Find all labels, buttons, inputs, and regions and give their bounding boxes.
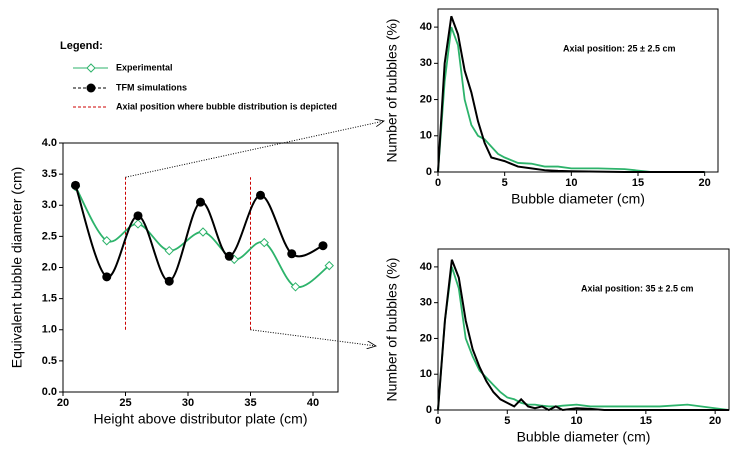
annotation: Axial position: 35 ± 2.5 cm: [581, 283, 693, 293]
marker: [259, 237, 269, 248]
annotation: Axial position: 25 ± 2.5 cm: [563, 43, 675, 53]
marker: [133, 211, 143, 221]
y-tick-label: 1.0: [42, 324, 57, 336]
y-tick-label: 2.5: [42, 230, 57, 242]
series-line: [437, 266, 730, 411]
marker: [164, 276, 174, 286]
connector-arrow: [250, 329, 377, 346]
y-tick-label: 30: [420, 57, 432, 69]
x-tick-label: 20: [699, 177, 711, 189]
x-tick-label: 30: [182, 397, 194, 409]
marker: [102, 272, 112, 282]
marker: [133, 219, 143, 229]
series-line: [437, 15, 705, 173]
marker: [318, 241, 328, 251]
y-tick-label: 40: [420, 21, 432, 33]
connector-arrow: [125, 121, 385, 178]
legend-label: Axial position where bubble distribution…: [116, 101, 337, 111]
series-line: [437, 259, 729, 412]
x-tick-label: 35: [244, 397, 256, 409]
legend-title: Legend:: [60, 40, 103, 52]
marker: [287, 249, 297, 259]
y-tick-label: 0: [426, 404, 432, 416]
x-tick-label: 0: [435, 415, 441, 427]
x-tick-label: 0: [435, 177, 441, 189]
marker: [290, 282, 301, 292]
y-axis-label: Equivalent bubble diameter (cm): [9, 167, 25, 369]
y-tick-label: 30: [420, 297, 432, 309]
marker: [164, 245, 174, 256]
x-tick-label: 20: [57, 397, 69, 409]
legend-label: Experimental: [116, 62, 173, 72]
legend-marker: [86, 63, 96, 73]
x-tick-label: 10: [570, 415, 582, 427]
y-tick-label: 20: [420, 93, 432, 105]
y-axis-label: Number of bubbles (%): [384, 19, 400, 163]
y-tick-label: 0: [426, 166, 432, 178]
y-tick-label: 20: [420, 332, 432, 344]
marker: [324, 260, 334, 271]
series-line: [74, 185, 324, 283]
x-tick-label: 15: [640, 415, 652, 427]
x-tick-label: 5: [502, 177, 508, 189]
legend-label: TFM simulations: [116, 82, 187, 92]
y-tick-label: 40: [420, 261, 432, 273]
marker: [71, 180, 80, 190]
y-axis-label: Number of bubbles (%): [384, 258, 400, 402]
marker: [256, 190, 265, 200]
x-axis-label: Bubble diameter (cm): [511, 191, 645, 207]
y-tick-label: 1.5: [42, 293, 57, 305]
x-tick-label: 5: [504, 415, 510, 427]
x-tick-label: 10: [565, 177, 577, 189]
x-axis-label: Bubble diameter (cm): [517, 429, 651, 445]
y-tick-label: 0.0: [42, 386, 57, 398]
y-tick-label: 4.0: [42, 137, 57, 149]
marker: [198, 227, 208, 237]
x-tick-label: 40: [307, 397, 319, 409]
y-tick-label: 3.5: [42, 168, 57, 180]
plot-frame: [62, 142, 339, 393]
plot-frame: [437, 8, 719, 173]
x-tick-label: 25: [119, 397, 131, 409]
legend-marker: [86, 83, 96, 93]
marker: [102, 236, 112, 246]
marker: [224, 251, 234, 261]
y-tick-label: 10: [420, 368, 432, 380]
series-line: [437, 26, 705, 173]
y-tick-label: 10: [420, 130, 432, 142]
y-tick-label: 2.0: [42, 261, 57, 273]
plot-frame: [437, 248, 730, 411]
x-tick-label: 15: [632, 177, 644, 189]
marker: [196, 197, 205, 207]
y-tick-label: 3.0: [42, 199, 57, 211]
x-axis-label: Height above distributor plate (cm): [94, 411, 308, 427]
x-tick-label: 20: [709, 415, 721, 427]
y-tick-label: 0.5: [42, 355, 57, 367]
